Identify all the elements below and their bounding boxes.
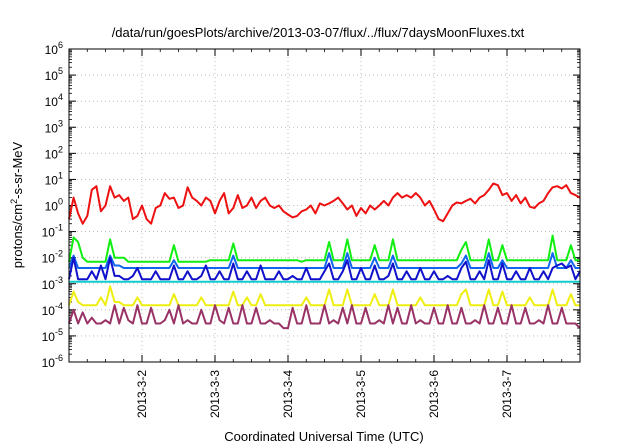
y-tick-labels: 10-6 10-5 10-4 10-3 10-2 10-1 100 101 102 103 104 1… — [42, 40, 63, 370]
series-line-2 — [68, 234, 580, 263]
x-tick-label: 2013-3-4 — [281, 370, 295, 418]
plot-frame — [68, 48, 581, 363]
y-tick-label: 10-2 — [42, 249, 63, 266]
y-tick-label: 104 — [45, 92, 63, 109]
x-tick-label: 2013-3-7 — [500, 370, 514, 418]
y-axis-label-suffix: -s-sr-MeV — [10, 141, 25, 198]
y-tick-label: 106 — [45, 40, 63, 57]
x-tick-labels: 2013-3-2 2013-3-3 2013-3-4 2013-3-5 2013-3-6… — [135, 370, 514, 418]
chart-title: /data/run/goesPlots/archive/2013-03-07/f… — [112, 25, 525, 40]
y-tick-label: 100 — [45, 197, 63, 214]
x-tick-label: 2013-3-5 — [354, 370, 368, 418]
series-line-7 — [68, 304, 581, 330]
series-line-1 — [68, 182, 581, 225]
y-tick-label: 10-5 — [42, 327, 63, 344]
y-tick-label: 10-4 — [42, 301, 63, 318]
y-axis-label: protons/cm2-s-sr-MeV — [9, 141, 25, 268]
y-tick-label: 103 — [45, 118, 63, 135]
x-tick-label: 2013-3-6 — [427, 370, 441, 418]
x-tick-label: 2013-3-2 — [135, 370, 149, 418]
series-line-3 — [68, 252, 580, 269]
y-tick-label: 101 — [45, 170, 63, 187]
y-tick-label: 105 — [45, 66, 63, 83]
y-tick-label: 10-6 — [42, 353, 63, 370]
y-tick-label: 10-1 — [42, 223, 63, 240]
x-axis-label: Coordinated Universal Time (UTC) — [224, 429, 423, 444]
y-axis-label-sup: 2 — [9, 199, 19, 204]
y-axis-label-prefix: protons/cm — [10, 204, 25, 268]
series-line-6 — [68, 285, 580, 307]
x-tick-label: 2013-3-3 — [208, 370, 222, 418]
series-line-4 — [68, 256, 581, 281]
grid-lines — [69, 49, 580, 362]
series-lines — [68, 182, 581, 330]
y-tick-label: 10-3 — [42, 275, 63, 292]
y-tick-label: 102 — [45, 144, 63, 161]
